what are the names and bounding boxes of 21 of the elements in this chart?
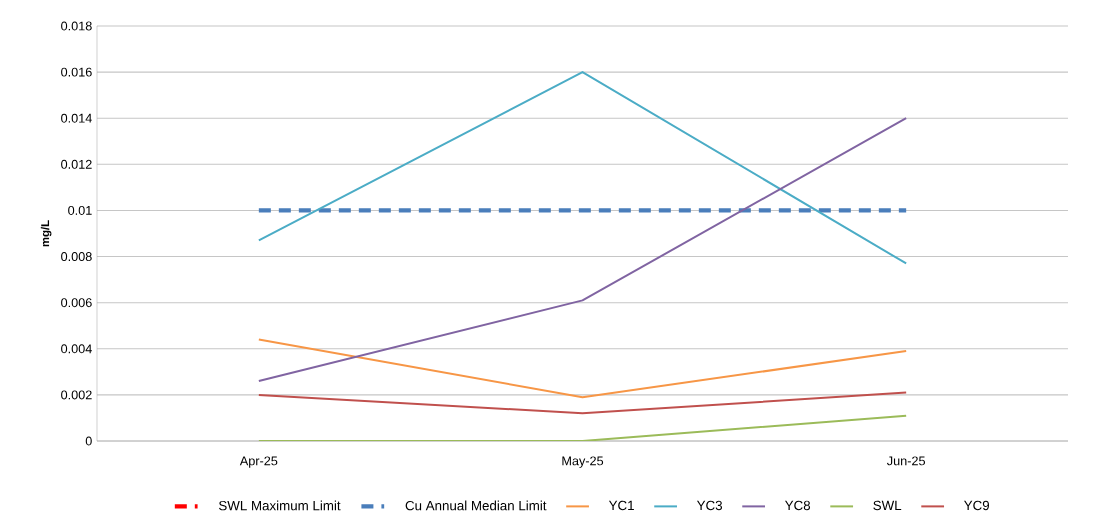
y-tick-label: 0.012 bbox=[61, 159, 92, 169]
legend-label: SWL bbox=[873, 500, 902, 511]
legend-label: SWL Maximum Limit bbox=[218, 500, 341, 511]
x-tick-label: May-25 bbox=[562, 456, 604, 468]
legend-label: YC1 bbox=[608, 500, 634, 511]
y-tick-label: 0.01 bbox=[68, 205, 92, 215]
y-tick-label: 0.016 bbox=[61, 67, 92, 77]
y-tick-label: 0.014 bbox=[61, 113, 92, 123]
y-tick-label: 0.018 bbox=[61, 21, 92, 31]
y-axis-title: mg/L bbox=[40, 220, 52, 247]
y-tick-label: 0.002 bbox=[61, 390, 92, 400]
x-tick-label: Jun-25 bbox=[886, 456, 926, 466]
legend-label: YC3 bbox=[696, 500, 723, 511]
legend-label: YC9 bbox=[964, 500, 990, 511]
x-tick-label: Apr-25 bbox=[239, 456, 278, 468]
legend-label: YC8 bbox=[784, 500, 811, 511]
y-tick-label: 0 bbox=[85, 436, 92, 446]
y-tick-label: 0.004 bbox=[61, 344, 92, 354]
y-tick-label: 0.008 bbox=[61, 252, 92, 262]
y-tick-label: 0.006 bbox=[61, 298, 92, 308]
legend-label: Cu Annual Median Limit bbox=[405, 500, 547, 511]
